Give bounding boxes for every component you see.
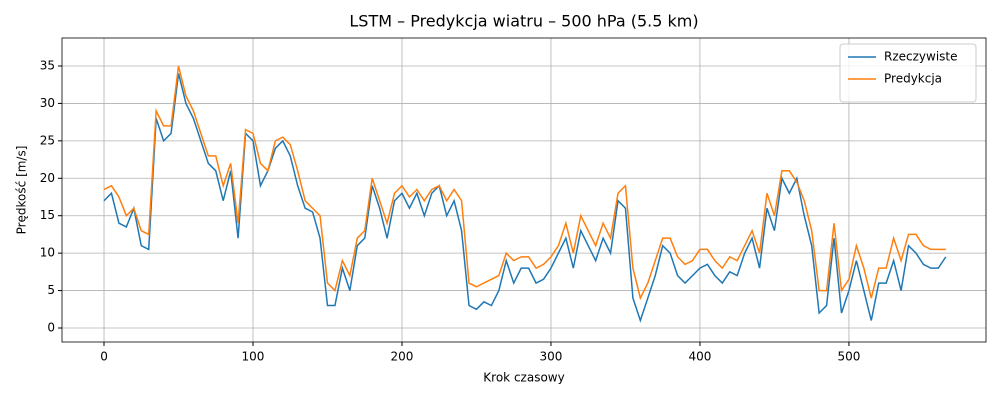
y-tick-label: 15: [40, 208, 55, 222]
legend-label: Predykcja: [884, 72, 942, 86]
y-tick-label: 10: [40, 246, 55, 260]
x-axis-label: Krok czasowy: [483, 371, 564, 385]
x-tick-label: 100: [242, 350, 265, 364]
plot-frame: [61, 37, 987, 343]
y-tick-label: 35: [40, 58, 55, 72]
x-tick-label: 0: [100, 350, 108, 364]
x-tick-label: 300: [540, 350, 563, 364]
y-tick-label: 25: [40, 133, 55, 147]
y-axis-label: Prędkość [m/s]: [15, 146, 29, 235]
y-tick-label: 5: [47, 283, 55, 297]
legend-label: Rzeczywiste: [884, 50, 958, 64]
y-tick-label: 0: [47, 321, 55, 335]
data-line: [103, 65, 946, 301]
legend-box: [839, 43, 977, 103]
chart-title: LSTM – Predykcja wiatru – 500 hPa (5.5 k…: [349, 12, 698, 31]
x-tick-label: 500: [837, 350, 860, 364]
y-tick-label: 30: [40, 96, 55, 110]
y-tick-label: 20: [40, 171, 55, 185]
x-tick-label: 400: [688, 350, 711, 364]
x-tick-label: 200: [391, 350, 414, 364]
